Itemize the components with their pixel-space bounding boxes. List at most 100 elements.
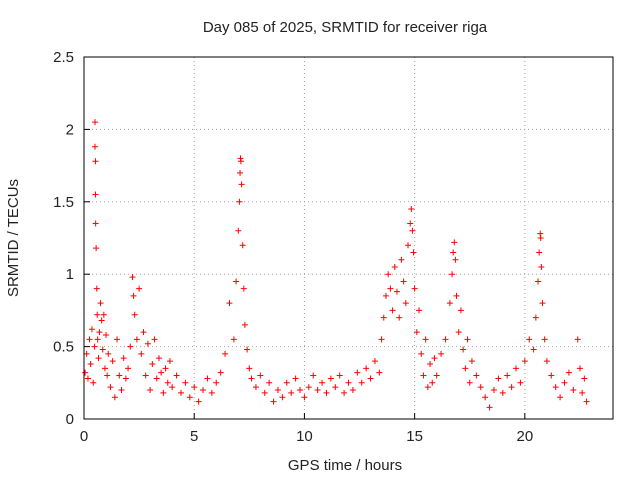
data-point [84,375,91,382]
data-point [424,384,431,391]
data-point [452,256,459,263]
data-point [257,372,264,379]
data-point [140,329,147,336]
data-point [354,369,361,376]
data-point [477,384,484,391]
y-tick-label: 2 [66,121,74,138]
data-point [266,379,273,386]
x-tick-label: 10 [296,428,313,445]
data-point [100,311,107,318]
data-point [142,372,149,379]
data-point [153,375,160,382]
data-point [96,329,103,336]
data-point [208,389,215,396]
y-tick-label: 1.5 [53,194,74,211]
data-point [387,285,394,292]
data-point [539,300,546,307]
data-point [508,384,515,391]
data-point [182,379,189,386]
data-point [125,365,132,372]
data-point [418,350,425,357]
data-point [416,307,423,314]
data-point [222,350,229,357]
data-point [213,379,220,386]
data-point [495,375,502,382]
axis-ticks: 0 5 10 15 20 0 0.5 1 1.5 2 2.5 [53,49,533,445]
data-point [233,278,240,285]
data-point [466,379,473,386]
data-points [82,119,590,411]
data-point [410,249,417,256]
data-point [92,191,99,198]
data-point [385,271,392,278]
data-point [114,336,121,343]
data-point [252,384,259,391]
data-point [162,365,169,372]
data-point [504,372,511,379]
data-point [427,360,434,367]
data-point [457,307,464,314]
data-point [288,389,295,396]
data-point [261,389,268,396]
data-point [332,384,339,391]
data-point [382,292,389,299]
data-point [92,220,99,227]
data-point [548,372,555,379]
data-point [274,387,281,394]
data-point [396,314,403,321]
data-point [217,369,224,376]
data-point [408,206,415,213]
data-point [169,384,176,391]
data-point [473,372,480,379]
data-point [101,365,108,372]
data-point [486,404,493,411]
y-tick-label: 0 [66,411,74,428]
data-point [367,375,374,382]
data-point [411,285,418,292]
data-point [405,242,412,249]
data-point [349,387,356,394]
data-point [517,379,524,386]
data-point [98,317,105,324]
data-point [107,384,114,391]
data-point [109,358,116,365]
y-axis-label: SRMTID / TECUs [5,179,22,297]
data-point [105,350,112,357]
data-point [581,375,588,382]
data-point [248,375,255,382]
data-point [407,220,414,227]
data-point [336,372,343,379]
y-tick-label: 2.5 [53,49,74,66]
data-point [130,292,137,299]
data-point [82,369,89,376]
data-point [116,372,123,379]
data-point [526,336,533,343]
data-point [402,300,409,307]
data-point [122,375,129,382]
data-point [235,227,242,234]
data-point [99,346,106,353]
data-point [438,350,445,357]
data-point [552,384,559,391]
data-point [449,271,456,278]
data-point [319,379,326,386]
x-tick-label: 15 [406,428,423,445]
data-point [565,369,572,376]
data-point [92,143,99,150]
data-point [144,340,151,347]
data-point [97,300,104,307]
data-point [541,336,548,343]
chart-title: Day 085 of 2025, SRMTID for receiver rig… [203,19,488,36]
data-point [292,375,299,382]
x-tick-label: 0 [80,428,88,445]
grid-lines [84,57,613,419]
data-point [579,389,586,396]
data-point [345,379,352,386]
data-point [482,394,489,401]
data-point [380,314,387,321]
data-point [538,263,545,270]
data-point [536,249,543,256]
data-point [226,300,233,307]
data-point [118,387,125,394]
